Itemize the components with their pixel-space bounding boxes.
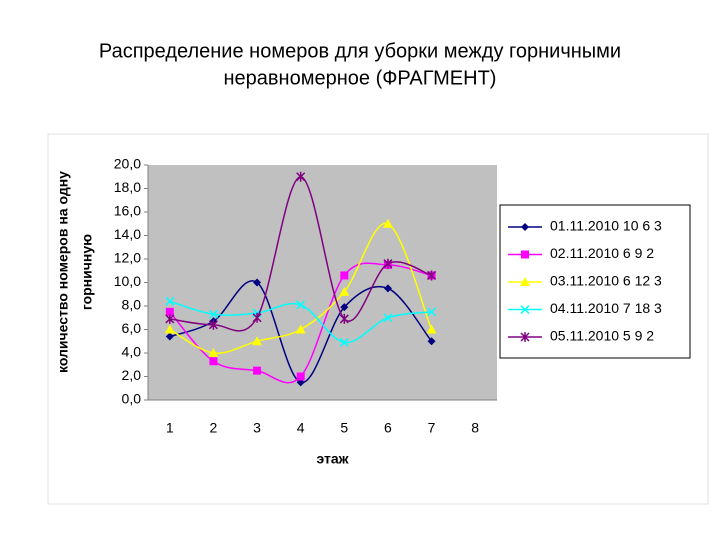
chart: 0,0 2,0 4,0 6,0 8,0 10,0 12,0 14,0 16,0 18,0 20,0 1… xyxy=(55,156,691,467)
x-tick-label: 6 xyxy=(384,420,392,436)
y-tick-label: 10,0 xyxy=(114,273,141,289)
legend-label: 02.11.2010 6 9 2 xyxy=(550,245,654,261)
y-tick-label: 12,0 xyxy=(114,250,141,266)
y-axis-label: количество номеров на одну горничную xyxy=(55,171,95,373)
title-line: Распределение номеров для уборки между г… xyxy=(99,40,621,62)
marker xyxy=(208,348,219,357)
y-tick-label: 18,0 xyxy=(114,179,141,195)
y-tick-label: 6,0 xyxy=(122,320,142,336)
y-tick-label: 14,0 xyxy=(114,226,141,242)
legend-label: 05.11.2010 5 9 2 xyxy=(550,328,654,344)
marker xyxy=(252,312,262,323)
marker xyxy=(252,336,263,346)
y-tick-label: 2,0 xyxy=(122,367,142,383)
marker xyxy=(339,337,349,347)
x-tick-label: 4 xyxy=(297,420,305,436)
x-tick-label: 3 xyxy=(253,420,261,436)
marker xyxy=(521,250,529,259)
marker xyxy=(253,366,262,375)
marker xyxy=(253,278,262,287)
title-line: неравномерное (ФРАГМЕНТ) xyxy=(224,67,497,89)
y-tick-label: 20,0 xyxy=(114,156,141,172)
y-tick-label: 4,0 xyxy=(122,344,142,360)
marker xyxy=(383,284,392,293)
y-tick-label: 16,0 xyxy=(114,203,141,219)
marker xyxy=(426,324,437,334)
y-tick-label: 0,0 xyxy=(122,391,142,407)
marker xyxy=(165,296,175,306)
y-axis-label-line: горничную xyxy=(79,234,95,310)
x-tick-label: 7 xyxy=(428,420,436,436)
marker xyxy=(427,270,437,281)
marker xyxy=(382,218,393,228)
marker xyxy=(295,324,306,334)
marker xyxy=(340,271,349,280)
marker xyxy=(521,223,529,231)
x-axis-label: этаж xyxy=(316,451,349,467)
marker xyxy=(165,307,174,316)
y-axis-label-line: количество номеров на одну xyxy=(55,171,71,373)
marker xyxy=(520,332,530,342)
marker xyxy=(339,313,349,324)
x-tick-label: 8 xyxy=(471,420,479,436)
x-tick-label: 2 xyxy=(210,420,218,436)
marker xyxy=(427,337,436,346)
marker xyxy=(339,286,350,296)
legend-label: 04.11.2010 7 18 3 xyxy=(550,300,662,316)
marker xyxy=(209,357,218,366)
marker xyxy=(165,332,174,341)
marker xyxy=(296,300,306,310)
marker xyxy=(208,309,218,319)
marker xyxy=(208,319,218,330)
y-tick-label: 8,0 xyxy=(122,297,142,313)
marker xyxy=(296,372,305,381)
marker xyxy=(520,277,530,286)
marker xyxy=(383,313,393,323)
marker xyxy=(165,313,175,324)
x-tick-label: 1 xyxy=(166,420,174,436)
marker xyxy=(383,258,393,269)
marker xyxy=(296,171,306,182)
marker xyxy=(520,304,530,315)
marker xyxy=(340,303,349,312)
marker xyxy=(427,307,437,317)
legend-label: 01.11.2010 10 6 3 xyxy=(550,218,662,234)
legend-label: 03.11.2010 6 12 3 xyxy=(550,273,662,289)
marker xyxy=(164,324,175,334)
x-tick-label: 5 xyxy=(340,420,348,436)
plot-area xyxy=(148,165,497,400)
